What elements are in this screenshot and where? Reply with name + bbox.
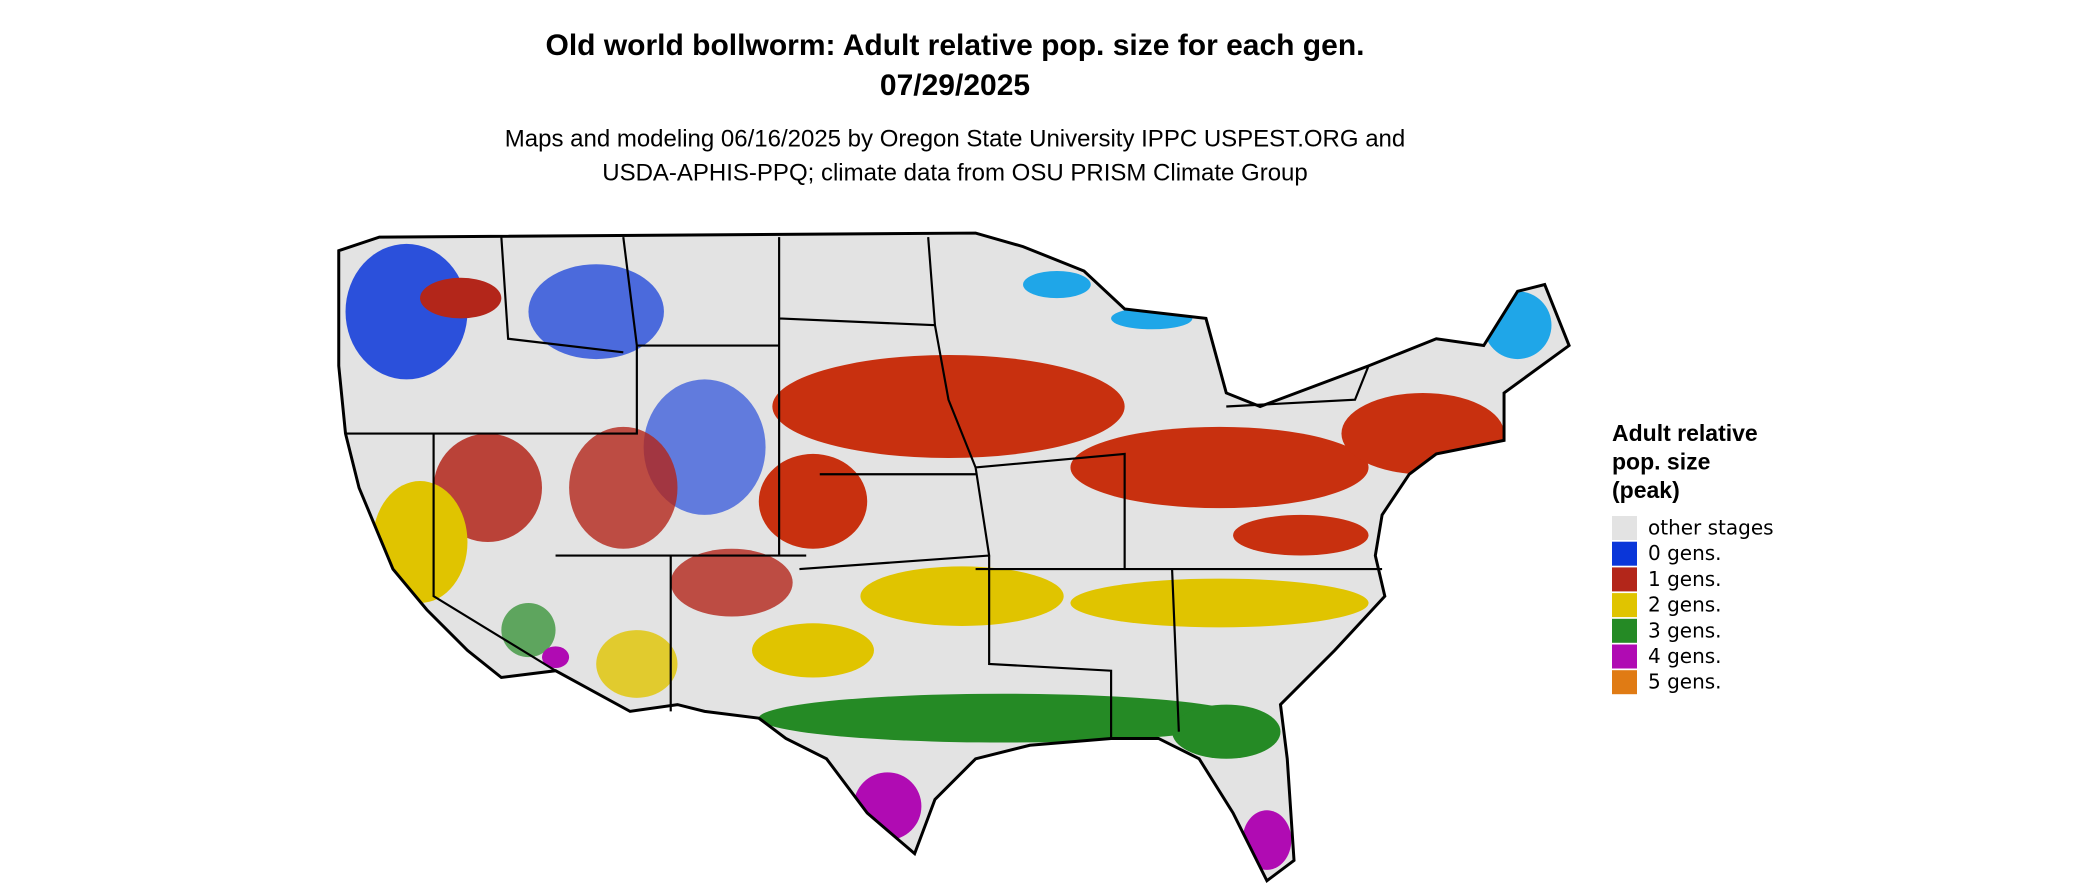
zone-2 xyxy=(596,630,678,698)
country-outline xyxy=(337,231,1571,884)
legend-label: 5 gens. xyxy=(1648,670,1722,694)
legend-swatch xyxy=(1612,644,1637,669)
zone-4 xyxy=(1242,810,1292,870)
legend-swatch xyxy=(1612,593,1637,618)
subtitle: Maps and modeling 06/16/2025 by Oregon S… xyxy=(505,125,1405,152)
zone-1 xyxy=(670,548,793,617)
legend-title: pop. size xyxy=(1612,449,1710,475)
zone-1 xyxy=(569,426,678,549)
land xyxy=(338,233,1570,881)
legend-label: 3 gens. xyxy=(1648,618,1722,642)
subtitle: USDA-APHIS-PPQ; climate data from OSU PR… xyxy=(602,159,1308,186)
zone-3 xyxy=(501,602,556,658)
legend-label: 4 gens. xyxy=(1648,644,1722,668)
zone-2 xyxy=(1070,578,1369,628)
legend-swatch xyxy=(1612,516,1637,540)
zone-1 xyxy=(1341,392,1505,475)
legend-label: 1 gens. xyxy=(1648,567,1722,591)
zone-2 xyxy=(752,623,874,678)
title-date: 07/29/2025 xyxy=(880,69,1030,102)
legend-label: 0 gens. xyxy=(1648,541,1722,565)
zone-3 xyxy=(758,693,1247,743)
legend-swatch xyxy=(1612,670,1637,695)
zone-1 xyxy=(420,277,502,319)
zone-2 xyxy=(372,481,468,603)
zone-1 xyxy=(1233,514,1369,556)
legend: Adult relative pop. size(peak) other stage… xyxy=(1612,420,1774,695)
title: Old world bollworm: Adult relative pop. … xyxy=(546,29,1365,62)
zone-3 xyxy=(1172,704,1281,759)
state-borders xyxy=(345,236,1383,739)
legend-swatch xyxy=(1612,541,1637,566)
zone-2 xyxy=(860,566,1064,627)
zone-4 xyxy=(542,646,570,669)
zones xyxy=(345,243,1552,870)
zone-0 xyxy=(1483,291,1552,360)
us-map xyxy=(337,231,1571,884)
border xyxy=(345,236,1383,739)
zone-0 xyxy=(1023,271,1091,299)
zone-1 xyxy=(1070,426,1369,509)
legend-title: Adult relative xyxy=(1612,420,1758,446)
legend-label: other stages xyxy=(1648,516,1774,540)
legend-swatch xyxy=(1612,567,1637,592)
legend-title: (peak) xyxy=(1612,477,1680,503)
legend-swatch xyxy=(1612,618,1637,643)
zone-1 xyxy=(758,453,868,549)
legend-label: 2 gens. xyxy=(1648,593,1722,617)
zone-0 xyxy=(345,243,468,380)
zone-1 xyxy=(772,355,1125,458)
